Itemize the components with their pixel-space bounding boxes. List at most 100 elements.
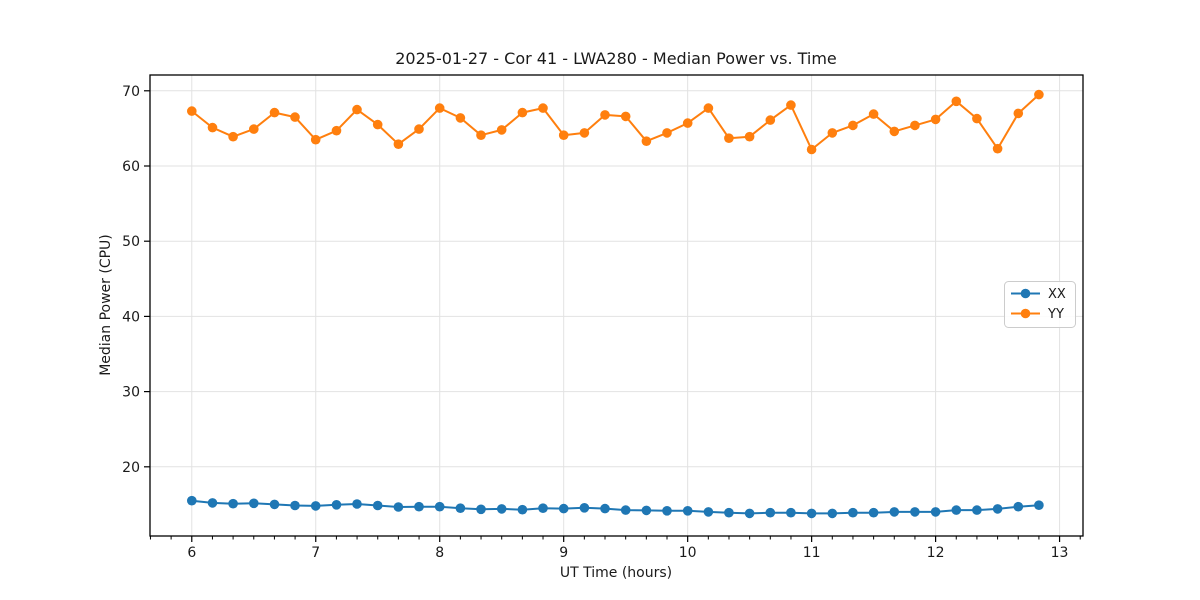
series-yy-point <box>187 106 197 116</box>
series-yy-point <box>290 112 300 122</box>
legend-marker <box>1020 308 1031 319</box>
series-xx-point <box>992 504 1003 514</box>
series-xx-point <box>269 499 280 510</box>
series-xx-point <box>331 500 342 510</box>
series-xx-point <box>620 505 631 515</box>
series-yy-point <box>910 120 920 131</box>
series-xx-point <box>434 501 445 512</box>
series-xx-point <box>187 495 197 506</box>
series-yy-point <box>538 103 548 113</box>
series-yy-point <box>331 125 342 136</box>
series-xx-point <box>765 507 776 518</box>
x-tick-label: 11 <box>803 545 821 561</box>
series-yy-point <box>1034 89 1044 100</box>
x-tick-label: 9 <box>559 545 568 561</box>
series-yy-point <box>827 128 838 138</box>
series-yy-point <box>972 113 982 124</box>
series-xx-point <box>786 507 796 518</box>
x-tick-label: 6 <box>187 545 196 561</box>
x-tick-label: 8 <box>435 545 444 561</box>
plot-area: 6 7 8 9 10 11 12 13 20 30 40 50 60 70 <box>122 74 1084 561</box>
y-axis-label: Median Power (CPU) <box>98 234 114 376</box>
series-yy-point <box>372 119 383 130</box>
chart-title: 2025-01-27 - Cor 41 - LWA280 - Median Po… <box>395 49 837 68</box>
y-tick-label: 20 <box>122 460 140 476</box>
series-yy-point <box>517 107 528 118</box>
series-xx-point <box>249 498 259 509</box>
series-yy-point <box>620 111 631 122</box>
series-xx-point <box>372 500 383 511</box>
legend-entry-xx: XX <box>1011 287 1066 302</box>
series-yy-point <box>724 133 734 143</box>
legend: XX YY <box>1004 281 1076 328</box>
x-axis-label: UT Time (hours) <box>560 565 672 581</box>
series-xx-point <box>951 505 962 515</box>
series-xx-point <box>703 507 714 517</box>
series-xx-point <box>662 506 672 516</box>
series-yy-point <box>868 109 879 119</box>
series-yy-point <box>207 122 218 133</box>
plot-border <box>149 74 1084 537</box>
series-xx-point <box>1034 500 1044 511</box>
series-xx-point <box>538 503 548 513</box>
series-yy-point <box>765 115 776 125</box>
series-xx-point <box>496 504 507 514</box>
y-tick-label: 70 <box>122 84 140 100</box>
series-yy-point <box>455 113 466 123</box>
series-xx-point <box>1013 501 1024 512</box>
series-yy-point <box>662 128 672 138</box>
series-yy-point <box>579 128 590 138</box>
y-tick-label: 40 <box>122 309 140 325</box>
series-xx-point <box>806 508 817 519</box>
series-xx-point <box>744 508 755 519</box>
series-xx-point <box>310 501 321 511</box>
x-tick-label: 12 <box>927 545 945 561</box>
series-xx-point <box>476 504 486 515</box>
series-yy-point <box>682 118 693 128</box>
series-xx-point <box>848 507 858 518</box>
series-yy-point <box>641 136 652 146</box>
series-yy-point <box>434 103 445 113</box>
series-yy-point <box>1013 108 1024 119</box>
series-xx-point <box>910 507 920 517</box>
series-xx-point <box>972 505 982 515</box>
series-xx-point <box>724 507 734 518</box>
series-xx-point <box>827 508 838 519</box>
series-yy-point <box>992 143 1003 154</box>
series-xx-point <box>682 506 693 516</box>
series-yy-point <box>744 131 755 142</box>
legend-label: YY <box>1047 307 1064 322</box>
series-yy-point <box>228 131 238 142</box>
series-yy-point <box>600 110 610 120</box>
series-xx-point <box>455 503 466 513</box>
series-xx-point <box>414 501 424 512</box>
series-yy-point <box>806 144 817 155</box>
series-xx-point <box>579 503 590 513</box>
series-xx-point <box>517 504 528 515</box>
series-xx-point <box>930 507 941 517</box>
series-xx-point <box>889 507 900 517</box>
series-yy-point <box>476 130 486 140</box>
series-xx-point <box>352 499 362 509</box>
series-yy-point <box>414 124 424 134</box>
legend-marker <box>1020 288 1031 299</box>
y-tick-label: 30 <box>122 385 140 401</box>
x-tick-label: 13 <box>1051 545 1069 561</box>
series-yy-point <box>703 103 714 113</box>
series-xx-point <box>207 498 218 508</box>
x-tick-label: 10 <box>679 545 697 561</box>
series-yy-point <box>558 130 569 140</box>
x-tick-label: 7 <box>311 545 320 561</box>
legend-label: XX <box>1048 287 1066 302</box>
series-yy-point <box>496 125 507 135</box>
series-yy-point <box>249 124 259 134</box>
series-yy-point <box>352 104 362 115</box>
series-yy-point <box>889 126 900 137</box>
series-xx-point <box>290 500 300 511</box>
series-xx-point <box>868 507 879 518</box>
series-xx-point <box>228 498 238 509</box>
series-yy-point <box>393 139 404 149</box>
series-yy-point <box>310 134 321 145</box>
series-yy-point <box>786 100 796 110</box>
